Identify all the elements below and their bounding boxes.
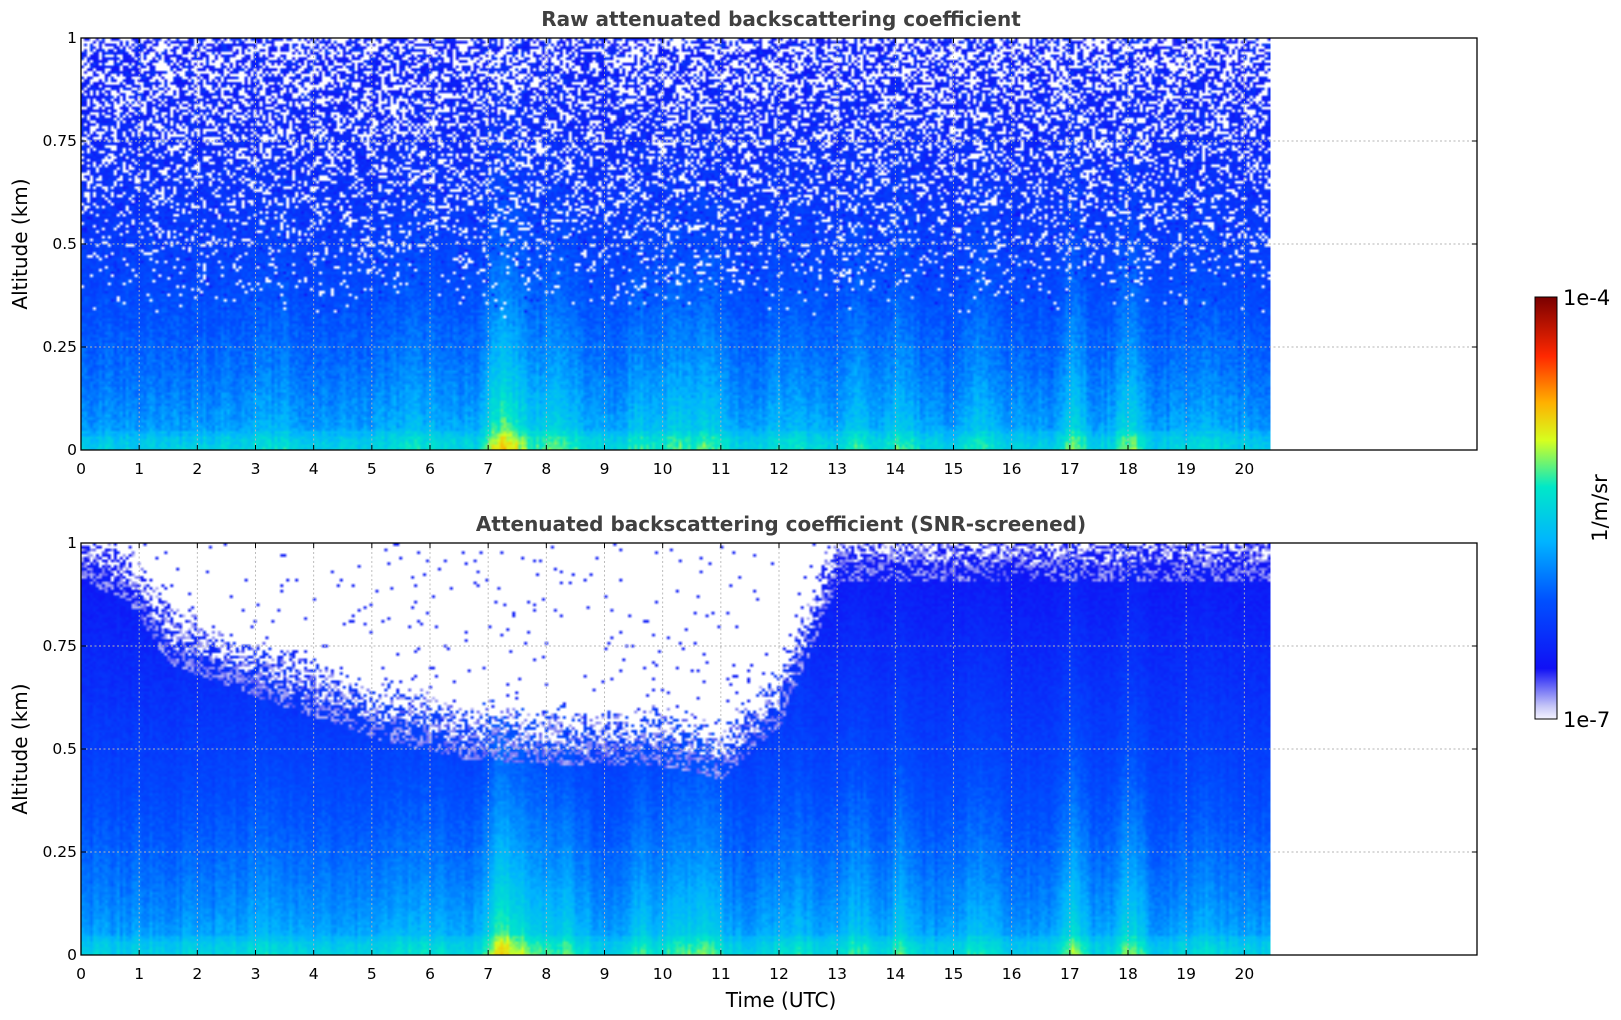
- x-tick-label: 15: [944, 460, 964, 478]
- x-tick-label: 10: [653, 460, 673, 478]
- y-tick-label: 1: [67, 29, 77, 47]
- x-tick-label: 14: [885, 460, 905, 478]
- x-tick-label: 17: [1060, 460, 1080, 478]
- x-tick-label: 20: [1234, 965, 1254, 983]
- x-tick-label: 15: [944, 965, 964, 983]
- x-tick-label: 16: [1002, 460, 1022, 478]
- x-tick-label: 0: [76, 965, 86, 983]
- x-tick-label: 4: [309, 965, 319, 983]
- x-tick-label: 7: [483, 965, 493, 983]
- panel-screened-y-axis-label: Altitude (km): [8, 683, 32, 814]
- colorbar-max-label: 1e-4: [1563, 286, 1610, 310]
- y-tick-label: 1: [67, 534, 77, 552]
- y-tick-label: 0.25: [42, 338, 77, 356]
- y-tick-label: 0.75: [42, 637, 77, 655]
- x-tick-label: 9: [600, 460, 610, 478]
- panel-raw-y-axis-label: Altitude (km): [8, 178, 32, 309]
- x-tick-label: 0: [76, 460, 86, 478]
- x-tick-label: 12: [769, 460, 789, 478]
- x-tick-label: 3: [251, 965, 261, 983]
- x-tick-label: 18: [1118, 460, 1138, 478]
- colorbar-gradient: [1534, 296, 1558, 720]
- y-tick-label: 0.5: [52, 740, 77, 758]
- x-tick-label: 6: [425, 460, 435, 478]
- colorbar-unit-label: 1/m/sr: [1588, 474, 1612, 542]
- x-tick-label: 6: [425, 965, 435, 983]
- x-tick-label: 18: [1118, 965, 1138, 983]
- panel-screened-y-ticks: 0 0.25 0.5 0.75 1: [42, 534, 1477, 964]
- x-tick-label: 11: [711, 965, 731, 983]
- x-tick-label: 5: [367, 460, 377, 478]
- x-tick-label: 13: [827, 965, 847, 983]
- x-tick-label: 1: [134, 965, 144, 983]
- panel-screened-x-ticks: 0 1 2 3 4 5 6 7 8 9 10 11 12 13 14 15 16 17 18 19 20: [76, 543, 1254, 983]
- panel-raw-grid: [81, 38, 1477, 450]
- x-tick-label: 12: [769, 965, 789, 983]
- x-tick-label: 2: [192, 965, 202, 983]
- panel-raw-title: Raw attenuated backscattering coefficien…: [541, 7, 1021, 31]
- x-tick-label: 1: [134, 460, 144, 478]
- y-tick-label: 0: [67, 946, 77, 964]
- y-tick-label: 0.5: [52, 235, 77, 253]
- x-tick-label: 20: [1234, 460, 1254, 478]
- x-tick-label: 11: [711, 460, 731, 478]
- panel-raw-y-ticks: 0 0.25 0.5 0.75 1: [42, 29, 1477, 459]
- x-tick-label: 5: [367, 965, 377, 983]
- y-tick-label: 0.75: [42, 132, 77, 150]
- panel-screened-title: Attenuated backscattering coefficient (S…: [476, 512, 1086, 536]
- x-tick-label: 19: [1176, 965, 1196, 983]
- x-tick-label: 16: [1002, 965, 1022, 983]
- x-tick-label: 10: [653, 965, 673, 983]
- x-tick-label: 4: [309, 460, 319, 478]
- x-tick-label: 7: [483, 460, 493, 478]
- panel-raw: Raw attenuated backscattering coefficien…: [8, 7, 1478, 478]
- panel-raw-x-ticks: 0 1 2 3 4 5 6 7 8 9 10 11 12 13 14 15 16 17 18 19 20: [76, 38, 1254, 478]
- x-tick-label: 14: [885, 965, 905, 983]
- panel-screened-grid: [81, 543, 1477, 955]
- x-tick-label: 8: [541, 460, 551, 478]
- y-tick-label: 0: [67, 441, 77, 459]
- x-tick-label: 17: [1060, 965, 1080, 983]
- x-tick-label: 8: [541, 965, 551, 983]
- x-tick-label: 19: [1176, 460, 1196, 478]
- colorbar: 1e-4 1e-7 1/m/sr: [1534, 286, 1612, 732]
- y-tick-label: 0.25: [42, 843, 77, 861]
- x-axis-label: Time (UTC): [725, 988, 837, 1012]
- colorbar-min-label: 1e-7: [1563, 708, 1610, 732]
- x-tick-label: 13: [827, 460, 847, 478]
- x-tick-label: 2: [192, 460, 202, 478]
- x-tick-label: 9: [600, 965, 610, 983]
- x-tick-label: 3: [251, 460, 261, 478]
- panel-screened: Attenuated backscattering coefficient (S…: [8, 512, 1478, 1012]
